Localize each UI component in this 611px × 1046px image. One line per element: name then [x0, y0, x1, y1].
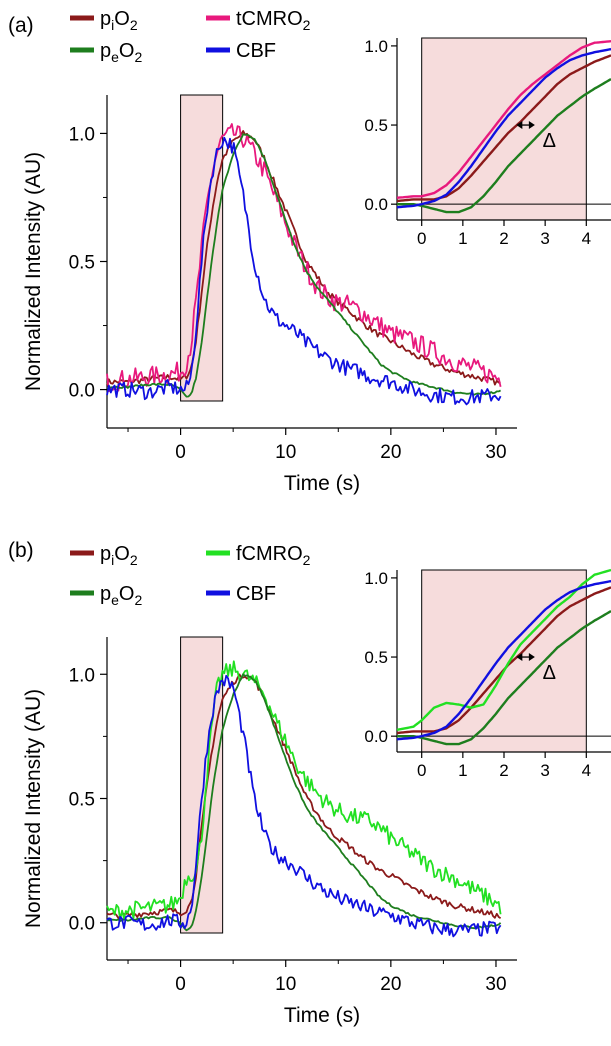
delta-arrow-head-left [516, 653, 523, 662]
legend-text-sub2: 2 [303, 17, 311, 33]
x-tick-label: 20 [380, 974, 401, 995]
legend-text-main: p [100, 583, 111, 605]
x-tick-label: 10 [275, 974, 296, 995]
series-line-piO2 [106, 673, 502, 920]
inset-series-line-peO2 [397, 78, 611, 214]
inset-series-line-tCMRO2 [396, 40, 611, 199]
inset-x-tick-label: 3 [540, 761, 549, 780]
legend-label: CBF [236, 40, 276, 62]
legend-text-tail: O [114, 543, 130, 565]
inset-x-tick-label: 0 [417, 761, 426, 780]
legend-text-main: CBF [236, 40, 276, 62]
legend-text-main: p [100, 8, 111, 30]
series-line-fCMRO2 [106, 660, 502, 921]
panel-label: (b) [8, 539, 34, 562]
delta-arrow-head-left [516, 121, 523, 130]
legend-text-main: p [100, 543, 111, 565]
inset-series-line-peO2 [397, 610, 611, 746]
x-tick-label: 30 [485, 974, 506, 995]
inset-y-tick-label: 0.5 [364, 116, 388, 135]
stimulus-window [180, 636, 224, 934]
legend-label: fCMRO2 [236, 543, 311, 568]
delta-label: Δ [543, 662, 556, 684]
inset-y-tick-label: 1.0 [364, 37, 388, 56]
inset-1: 0 1 2 3 4 0.0 0.5 1.0 Δ [364, 568, 611, 780]
panel-label: (a) [8, 14, 34, 37]
x-tick-label: 30 [485, 442, 506, 463]
inset-y-tick-label: 0.0 [364, 195, 388, 214]
legend-label: piO2 [100, 543, 138, 568]
series-line-CBF [106, 136, 502, 406]
x-tick-label: 10 [275, 442, 296, 463]
legend-text-sub: i [111, 552, 114, 568]
inset-x-tick-label: 0 [417, 229, 426, 248]
legend-text-main: fCMRO [236, 543, 303, 565]
inset-0: 0 1 2 3 4 0.0 0.5 1.0 Δ [364, 37, 611, 248]
inset-series-line-CBF [396, 47, 611, 209]
legend-text-main: p [100, 40, 111, 62]
x-tick-label: 0 [175, 974, 186, 995]
legend-label: CBF [236, 583, 276, 605]
legend-text-sub2: 2 [130, 552, 138, 568]
legend-text-tail: O [114, 8, 130, 30]
inset-x-tick-label: 3 [540, 229, 549, 248]
legend-text-sub2: 2 [303, 552, 311, 568]
inset-y-tick-label: 0.0 [364, 727, 388, 746]
x-axis-label: Time (s) [284, 1004, 360, 1027]
series-line-tCMRO2 [106, 123, 502, 392]
y-tick-label: 0.0 [69, 914, 95, 935]
legend-text-sub2: 2 [130, 17, 138, 33]
y-tick-label: 1.0 [69, 665, 95, 686]
inset-x-tick-label: 4 [582, 761, 591, 780]
legend-text-sub: e [111, 49, 119, 65]
y-tick-label: 0.5 [69, 790, 95, 811]
legend-label: peO2 [100, 40, 142, 65]
legend-text-sub2: 2 [134, 49, 142, 65]
legend-label: piO2 [100, 8, 138, 33]
legend-text-sub: e [111, 592, 119, 608]
y-tick-label: 0.5 [69, 253, 95, 274]
y-tick-label: 0.0 [69, 381, 95, 402]
x-tick-label: 0 [175, 442, 186, 463]
y-tick-label: 1.0 [69, 124, 95, 145]
series-line-peO2 [107, 133, 502, 398]
inset-x-tick-label: 4 [582, 229, 591, 248]
legend-text-main: tCMRO [236, 8, 303, 30]
inset-y-tick-label: 1.0 [364, 569, 388, 588]
legend-label: tCMRO2 [236, 8, 311, 33]
delta-arrow-head-right [528, 121, 535, 130]
legend-text-sub2: 2 [134, 592, 142, 608]
inset-x-tick-label: 2 [499, 761, 508, 780]
legend-text-main: CBF [236, 583, 276, 605]
x-tick-label: 20 [380, 442, 401, 463]
inset-x-tick-label: 2 [499, 229, 508, 248]
legend-text-tail: O [119, 40, 135, 62]
legend-label: peO2 [100, 583, 142, 608]
inset-y-tick-label: 0.5 [364, 648, 388, 667]
inset-x-tick-label: 1 [458, 761, 467, 780]
legend-text-sub: i [111, 17, 114, 33]
x-axis-label: Time (s) [284, 472, 360, 495]
inset-series-line-piO2 [396, 54, 611, 203]
series-line-piO2 [106, 130, 501, 386]
inset-x-tick-label: 1 [458, 229, 467, 248]
delta-arrow-head-right [528, 653, 535, 662]
legend-text-tail: O [119, 583, 135, 605]
y-axis-label: Normalized Intensity (AU) [22, 689, 45, 928]
y-axis-label: Normalized Intensity (AU) [22, 152, 45, 391]
delta-label: Δ [543, 130, 556, 152]
series-line-CBF [106, 674, 502, 938]
inset-series-line-CBF [396, 579, 611, 741]
